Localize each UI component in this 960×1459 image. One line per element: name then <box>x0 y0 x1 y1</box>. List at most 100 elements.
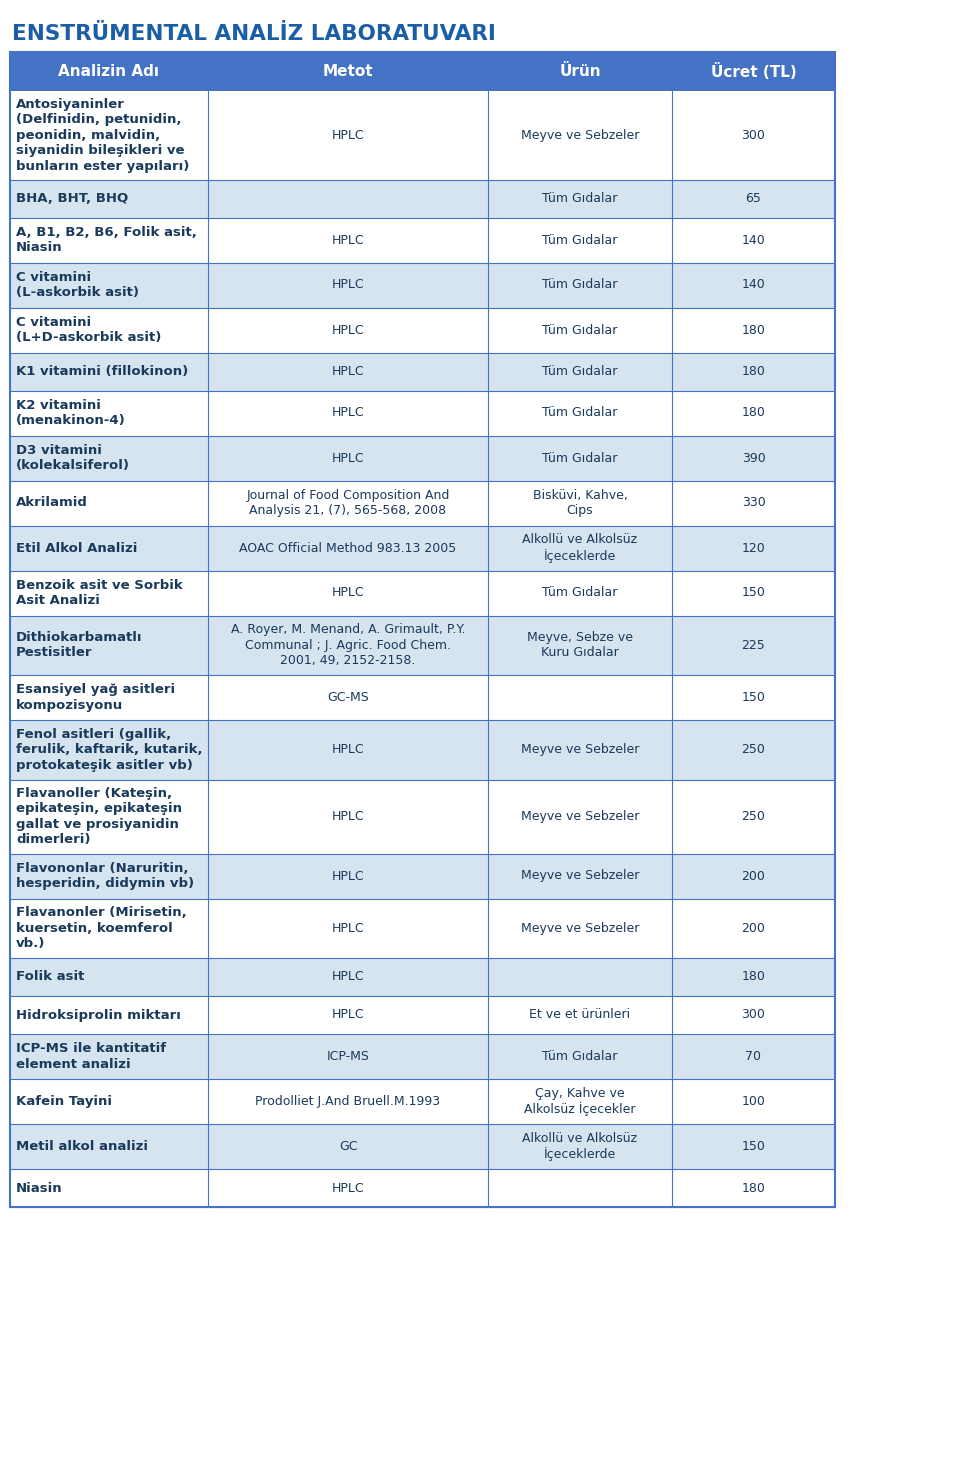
Text: Kafein Tayini: Kafein Tayini <box>16 1096 112 1107</box>
Text: Tüm Gıdalar: Tüm Gıdalar <box>542 279 617 292</box>
Text: Tüm Gıdalar: Tüm Gıdalar <box>542 587 617 600</box>
Text: Meyve ve Sebzeler: Meyve ve Sebzeler <box>521 810 639 823</box>
Text: Esansiyel yağ asitleri
kompozisyonu: Esansiyel yağ asitleri kompozisyonu <box>16 683 175 712</box>
Bar <box>10 899 835 959</box>
Text: HPLC: HPLC <box>332 407 364 420</box>
Text: ICP-MS: ICP-MS <box>326 1050 370 1064</box>
Text: 140: 140 <box>742 279 765 292</box>
Text: Etil Alkol Analizi: Etil Alkol Analizi <box>16 541 137 554</box>
Bar <box>10 676 835 719</box>
Text: C vitamini
(L-askorbik asit): C vitamini (L-askorbik asit) <box>16 271 139 299</box>
Text: HPLC: HPLC <box>332 365 364 378</box>
Bar <box>10 263 835 308</box>
Text: HPLC: HPLC <box>332 451 364 464</box>
Text: 100: 100 <box>741 1096 765 1107</box>
Text: Meyve ve Sebzeler: Meyve ve Sebzeler <box>521 922 639 935</box>
Text: Folik asit: Folik asit <box>16 970 84 983</box>
Text: K1 vitamini (fillokinon): K1 vitamini (fillokinon) <box>16 365 188 378</box>
Bar <box>10 719 835 779</box>
Text: Niasin: Niasin <box>16 1182 62 1195</box>
Text: 65: 65 <box>746 193 761 206</box>
Bar <box>10 1169 835 1207</box>
Text: 180: 180 <box>741 365 765 378</box>
Bar <box>10 435 835 480</box>
Text: Fenol asitleri (gallik,
ferulik, kaftarik, kutarik,
protokateşik asitler vb): Fenol asitleri (gallik, ferulik, kaftari… <box>16 728 203 772</box>
Text: 180: 180 <box>741 1182 765 1195</box>
Text: Flavononlar (Naruritin,
hesperidin, didymin vb): Flavononlar (Naruritin, hesperidin, didy… <box>16 862 194 890</box>
Text: 120: 120 <box>742 541 765 554</box>
Text: HPLC: HPLC <box>332 1008 364 1021</box>
Bar <box>10 1034 835 1080</box>
Text: HPLC: HPLC <box>332 128 364 142</box>
Text: 150: 150 <box>741 587 765 600</box>
Text: 225: 225 <box>742 639 765 652</box>
Text: Alkollü ve Alkolsüz
İçeceklerde: Alkollü ve Alkolsüz İçeceklerde <box>522 533 637 563</box>
Text: HPLC: HPLC <box>332 1182 364 1195</box>
Text: Tüm Gıdalar: Tüm Gıdalar <box>542 1050 617 1064</box>
Text: Antosiyaninler
(Delfinidin, petunidin,
peonidin, malvidin,
siyanidin bileşikleri: Antosiyaninler (Delfinidin, petunidin, p… <box>16 98 189 172</box>
Bar <box>10 1123 835 1169</box>
Text: 330: 330 <box>742 496 765 509</box>
Text: HPLC: HPLC <box>332 810 364 823</box>
Text: Benzoik asit ve Sorbik
Asit Analizi: Benzoik asit ve Sorbik Asit Analizi <box>16 579 182 607</box>
Bar <box>10 353 835 391</box>
Text: Tüm Gıdalar: Tüm Gıdalar <box>542 451 617 464</box>
Text: 300: 300 <box>741 1008 765 1021</box>
Text: GC: GC <box>339 1139 357 1153</box>
Bar <box>10 53 835 1207</box>
Text: HPLC: HPLC <box>332 970 364 983</box>
Text: Journal of Food Composition And
Analysis 21, (7), 565-568, 2008: Journal of Food Composition And Analysis… <box>247 489 449 518</box>
Text: AOAC Official Method 983.13 2005: AOAC Official Method 983.13 2005 <box>239 541 457 554</box>
Bar <box>10 779 835 854</box>
Text: ENSTRÜMENTAL ANALİZ LABORATUVARI: ENSTRÜMENTAL ANALİZ LABORATUVARI <box>12 23 496 44</box>
Text: Metil alkol analizi: Metil alkol analizi <box>16 1139 148 1153</box>
Text: 70: 70 <box>746 1050 761 1064</box>
Text: Flavanoller (Kateşin,
epikateşin, epikateşin
gallat ve prosiyanidin
dimerleri): Flavanoller (Kateşin, epikateşin, epikat… <box>16 786 182 846</box>
Text: Meyve ve Sebzeler: Meyve ve Sebzeler <box>521 743 639 756</box>
Bar <box>10 90 835 179</box>
Bar <box>10 959 835 996</box>
Bar <box>10 179 835 217</box>
Text: D3 vitamini
(kolekalsiferol): D3 vitamini (kolekalsiferol) <box>16 444 130 473</box>
Text: Meyve ve Sebzeler: Meyve ve Sebzeler <box>521 870 639 883</box>
Text: 250: 250 <box>741 743 765 756</box>
Text: Prodolliet J.And Bruell.M.1993: Prodolliet J.And Bruell.M.1993 <box>255 1096 441 1107</box>
Text: HPLC: HPLC <box>332 279 364 292</box>
Text: A, B1, B2, B6, Folik asit,
Niasin: A, B1, B2, B6, Folik asit, Niasin <box>16 226 197 254</box>
Text: Ürün: Ürün <box>559 64 601 79</box>
Bar <box>10 570 835 616</box>
Text: Metot: Metot <box>323 64 373 79</box>
Text: 180: 180 <box>741 970 765 983</box>
Text: HPLC: HPLC <box>332 233 364 247</box>
Text: Tüm Gıdalar: Tüm Gıdalar <box>542 407 617 420</box>
Bar <box>10 391 835 435</box>
Text: 180: 180 <box>741 324 765 337</box>
Text: 150: 150 <box>741 1139 765 1153</box>
Text: Akrilamid: Akrilamid <box>16 496 88 509</box>
Bar <box>10 217 835 263</box>
Bar <box>10 616 835 676</box>
Text: K2 vitamini
(menakinon-4): K2 vitamini (menakinon-4) <box>16 398 126 427</box>
Text: 390: 390 <box>742 451 765 464</box>
Text: Et ve et ürünleri: Et ve et ürünleri <box>529 1008 631 1021</box>
Text: Tüm Gıdalar: Tüm Gıdalar <box>542 233 617 247</box>
Text: Bisküvi, Kahve,
Cips: Bisküvi, Kahve, Cips <box>533 489 628 518</box>
Bar <box>10 1080 835 1123</box>
Text: Ücret (TL): Ücret (TL) <box>710 63 797 80</box>
Text: Meyve, Sebze ve
Kuru Gıdalar: Meyve, Sebze ve Kuru Gıdalar <box>527 630 633 659</box>
Text: HPLC: HPLC <box>332 922 364 935</box>
Text: BHA, BHT, BHQ: BHA, BHT, BHQ <box>16 193 129 206</box>
Text: Analizin Adı: Analizin Adı <box>59 64 159 79</box>
Text: Alkollü ve Alkolsüz
İçeceklerde: Alkollü ve Alkolsüz İçeceklerde <box>522 1132 637 1161</box>
Text: C vitamini
(L+D-askorbik asit): C vitamini (L+D-askorbik asit) <box>16 315 161 344</box>
Text: Tüm Gıdalar: Tüm Gıdalar <box>542 193 617 206</box>
Text: 180: 180 <box>741 407 765 420</box>
Text: Tüm Gıdalar: Tüm Gıdalar <box>542 365 617 378</box>
Bar <box>10 53 835 90</box>
Bar <box>10 480 835 525</box>
Text: HPLC: HPLC <box>332 324 364 337</box>
Text: Meyve ve Sebzeler: Meyve ve Sebzeler <box>521 128 639 142</box>
Text: Hidroksiprolin miktarı: Hidroksiprolin miktarı <box>16 1008 180 1021</box>
Text: 140: 140 <box>742 233 765 247</box>
Text: 150: 150 <box>741 692 765 705</box>
